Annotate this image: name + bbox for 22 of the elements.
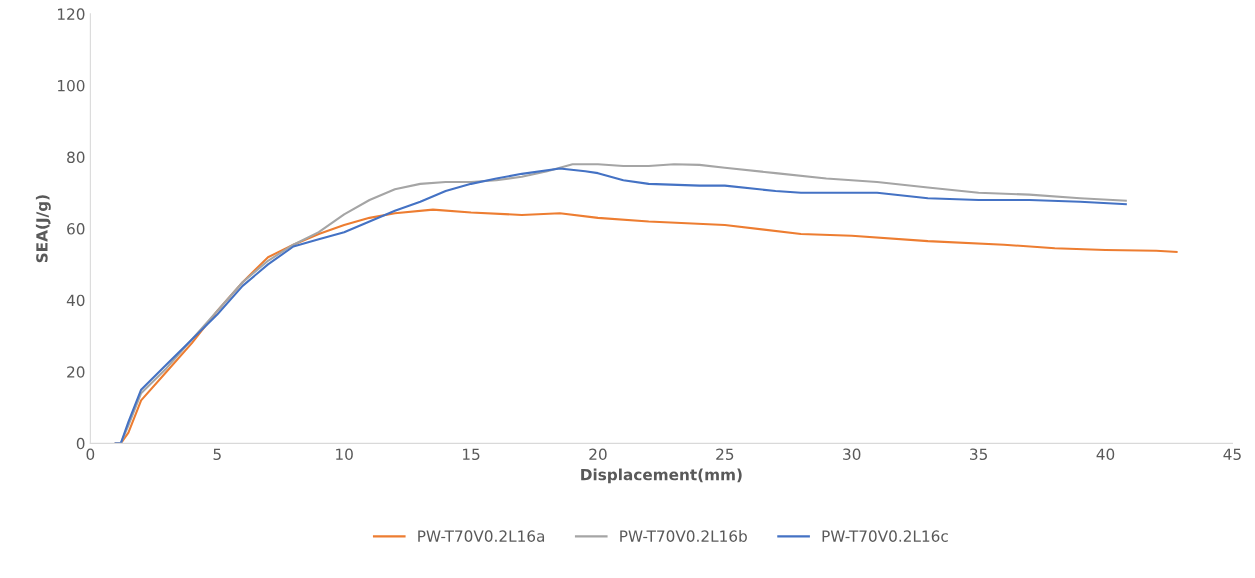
- x-tick-label: 45: [1223, 448, 1241, 461]
- x-tick-label: 0: [86, 448, 95, 461]
- x-tick-label: 40: [1096, 448, 1115, 461]
- y-tick-label: 80: [67, 151, 85, 164]
- y-tick-label: 100: [58, 79, 85, 92]
- x-tick-label: 15: [463, 448, 480, 461]
- legend-label: PW-T70V0.2L16a: [418, 530, 545, 542]
- x-tick-label: 30: [843, 448, 861, 461]
- x-tick-label: 20: [589, 448, 607, 461]
- x-tick-label: 10: [336, 448, 353, 461]
- y-tick-label: 40: [66, 294, 85, 307]
- legend-label: PW-T70V0.2L16b: [620, 530, 747, 542]
- x-tick-label: 35: [970, 448, 988, 461]
- y-axis-title: SEA(J/g): [35, 195, 51, 263]
- x-axis-title: Displacement(mm): [581, 468, 742, 484]
- legend-label: PW-T70V0.2L16c: [822, 530, 948, 542]
- y-tick-label: 60: [67, 223, 85, 235]
- y-tick-label: 120: [58, 8, 85, 20]
- x-tick-label: 25: [716, 448, 734, 461]
- y-tick-label: 0: [76, 437, 85, 450]
- y-tick-label: 20: [67, 366, 85, 378]
- x-tick-label: 5: [213, 448, 221, 461]
